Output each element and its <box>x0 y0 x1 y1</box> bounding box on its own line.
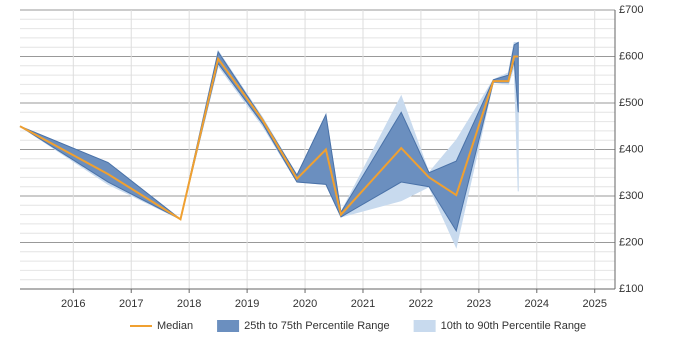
x-tick-label: 2021 <box>351 298 375 310</box>
x-tick-label: 2019 <box>235 298 259 310</box>
legend-label: 10th to 90th Percentile Range <box>441 320 587 332</box>
x-tick-label: 2024 <box>525 298 549 310</box>
x-tick-label: 2023 <box>467 298 491 310</box>
y-tick-label: £600 <box>619 50 643 62</box>
x-tick-label: 2017 <box>119 298 143 310</box>
legend-swatch <box>217 320 240 332</box>
y-tick-label: £700 <box>619 4 643 16</box>
y-tick-label: £400 <box>619 143 643 155</box>
x-tick-label: 2025 <box>582 298 606 310</box>
y-tick-label: £300 <box>619 190 643 202</box>
x-tick-label: 2020 <box>293 298 317 310</box>
x-tick-label: 2022 <box>409 298 433 310</box>
legend-label: 25th to 75th Percentile Range <box>244 320 390 332</box>
y-tick-label: £200 <box>619 236 643 248</box>
y-tick-label: £100 <box>619 283 643 295</box>
legend-swatch <box>413 320 436 332</box>
percentile-band <box>19 41 519 233</box>
y-tick-label: £500 <box>619 97 643 109</box>
legend-label: Median <box>157 320 193 332</box>
median-line <box>19 55 519 221</box>
x-tick-label: 2016 <box>61 298 85 310</box>
x-tick-label: 2018 <box>177 298 201 310</box>
